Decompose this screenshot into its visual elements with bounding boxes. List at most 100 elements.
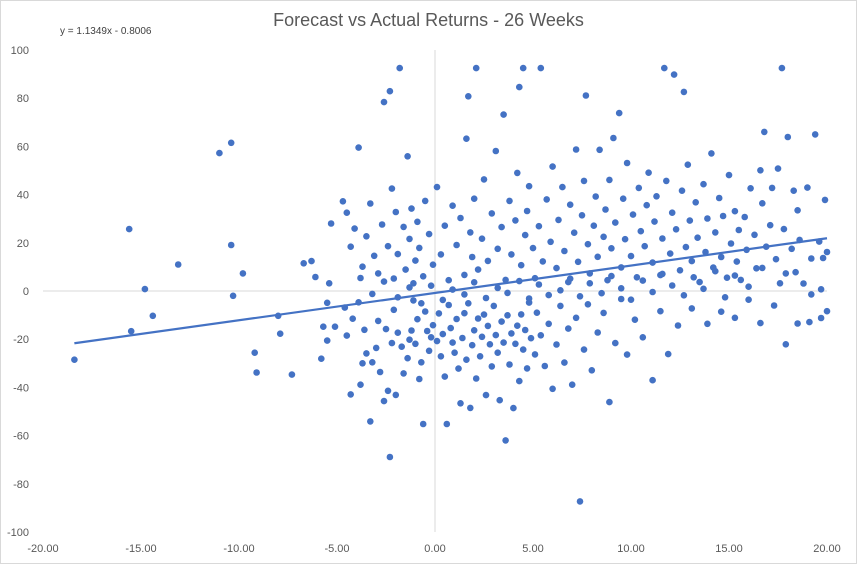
data-point xyxy=(641,242,648,250)
data-point xyxy=(608,245,615,252)
data-point xyxy=(531,351,539,358)
x-tick-label: -10.00 xyxy=(223,543,254,555)
data-point xyxy=(549,163,556,170)
data-point xyxy=(414,315,421,323)
data-point xyxy=(568,381,576,389)
data-point xyxy=(229,292,237,300)
data-point xyxy=(490,302,498,310)
data-point xyxy=(472,64,480,72)
data-point xyxy=(639,277,647,284)
data-point xyxy=(517,261,525,269)
data-point xyxy=(817,286,825,293)
data-point xyxy=(388,185,396,192)
data-point xyxy=(776,280,784,287)
data-point xyxy=(570,229,578,236)
data-point xyxy=(617,295,625,303)
data-point xyxy=(141,285,149,293)
data-point xyxy=(474,315,482,322)
data-point xyxy=(565,325,572,332)
data-point xyxy=(461,309,468,317)
data-point xyxy=(251,349,258,357)
data-point xyxy=(672,226,680,233)
data-point xyxy=(588,367,596,374)
data-point xyxy=(598,289,605,297)
data-point xyxy=(149,312,157,320)
data-point xyxy=(433,337,441,345)
data-point xyxy=(670,71,678,78)
data-point xyxy=(386,87,394,95)
data-point xyxy=(768,184,776,192)
data-point xyxy=(753,265,760,272)
data-point xyxy=(590,222,598,229)
data-point xyxy=(668,282,676,289)
data-point xyxy=(680,88,688,96)
data-point xyxy=(757,167,764,174)
trendline-equation: y = 1.1349x - 0.8006 xyxy=(60,26,152,37)
data-point xyxy=(392,208,400,216)
data-point xyxy=(731,272,739,279)
data-point xyxy=(631,316,639,324)
data-point xyxy=(504,312,511,319)
data-point xyxy=(770,302,778,309)
data-point xyxy=(437,353,445,360)
data-point xyxy=(502,437,509,444)
data-point xyxy=(380,278,388,285)
data-point xyxy=(523,207,531,215)
trendline-layer xyxy=(74,237,828,345)
data-point xyxy=(594,253,601,261)
data-point xyxy=(774,165,782,172)
data-point xyxy=(557,302,564,310)
data-point xyxy=(516,83,523,91)
data-point xyxy=(674,322,682,329)
data-point xyxy=(443,420,451,428)
data-point xyxy=(592,193,599,200)
data-point xyxy=(794,207,801,214)
data-point xyxy=(649,376,656,384)
data-point xyxy=(355,144,362,151)
data-point xyxy=(408,205,415,212)
data-point xyxy=(363,350,370,357)
data-point xyxy=(608,272,615,280)
data-point xyxy=(561,359,568,366)
data-point xyxy=(800,280,807,287)
data-point xyxy=(427,334,435,341)
x-tick-label: 5.00 xyxy=(522,543,543,555)
data-point xyxy=(508,330,515,337)
data-point xyxy=(708,150,715,157)
data-point xyxy=(459,334,466,342)
data-point xyxy=(700,180,707,188)
data-point xyxy=(759,264,766,272)
data-point xyxy=(367,200,374,207)
data-point xyxy=(657,307,664,315)
data-point xyxy=(500,339,507,346)
data-point xyxy=(418,300,425,307)
data-point xyxy=(359,360,366,367)
data-point xyxy=(688,305,696,312)
data-point xyxy=(700,285,707,293)
data-point xyxy=(527,334,535,342)
data-point xyxy=(227,241,235,249)
data-point xyxy=(425,230,433,238)
data-point xyxy=(537,332,545,339)
data-point xyxy=(427,282,435,290)
y-tick-label: 100 xyxy=(11,45,29,57)
data-point xyxy=(517,311,525,318)
data-point xyxy=(508,251,515,258)
data-point xyxy=(788,245,795,253)
chart-title: Forecast vs Actual Returns - 26 Weeks xyxy=(273,10,584,30)
data-point xyxy=(635,184,643,192)
data-point xyxy=(470,327,478,334)
y-tick-label: -100 xyxy=(7,527,29,539)
y-tick-label: -40 xyxy=(13,382,29,394)
data-point xyxy=(586,280,594,287)
data-point xyxy=(380,98,388,106)
data-point xyxy=(429,321,437,329)
data-point xyxy=(794,320,801,327)
data-point xyxy=(721,294,729,301)
data-point xyxy=(127,327,135,335)
data-point xyxy=(327,220,335,227)
data-points xyxy=(71,64,831,505)
data-point xyxy=(692,199,699,206)
data-point xyxy=(423,327,431,335)
trendline xyxy=(74,237,828,345)
